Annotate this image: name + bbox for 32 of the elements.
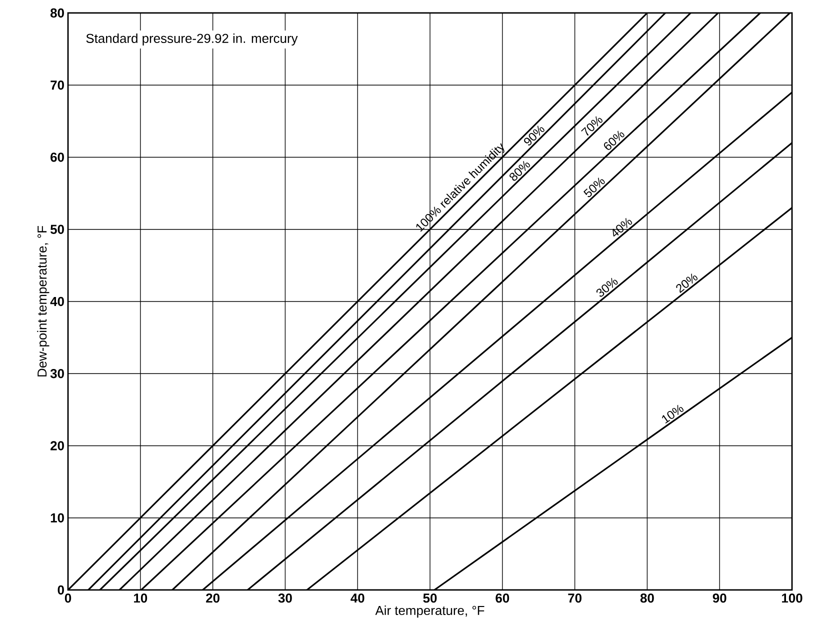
x-tick-label: 80 <box>640 594 654 603</box>
y-tick-label: 50 <box>50 224 64 234</box>
annotation: 10% <box>662 404 684 424</box>
x-axis-title: Air temperature, °F <box>375 606 484 618</box>
x-tick-label: 40 <box>350 594 364 603</box>
x-tick-label: 50 <box>423 594 437 603</box>
annotation: 50% <box>584 177 605 198</box>
annotation: 20% <box>676 273 698 293</box>
annotation: 40% <box>612 218 632 237</box>
y-tick-label: 0 <box>58 585 64 595</box>
annotation: 60% <box>604 130 624 150</box>
annotation: 30% <box>596 278 618 297</box>
y-axis-title: Dew-point temperature, °F <box>37 226 50 376</box>
annotation: 90% <box>524 126 544 146</box>
annotation: 80% <box>510 160 530 181</box>
y-tick-label: 20 <box>50 441 64 450</box>
x-tick-label: 10 <box>134 594 148 603</box>
x-tick-label: 20 <box>206 594 220 603</box>
y-tick-label: 30 <box>50 369 64 378</box>
x-tick-label: 90 <box>712 594 726 603</box>
x-tick-label: 100 <box>782 594 802 603</box>
annotation: 70% <box>581 116 602 136</box>
annotation: Standard pressure-29.92 in. mercury <box>86 33 298 46</box>
y-tick-label: 10 <box>50 513 64 522</box>
x-tick-label: 60 <box>496 594 510 603</box>
x-tick-label: 30 <box>278 594 292 603</box>
x-tick-label: 0 <box>64 594 72 603</box>
y-tick-label: 60 <box>50 152 64 162</box>
y-tick-label: 40 <box>50 296 64 306</box>
y-tick-label: 80 <box>50 8 64 18</box>
x-tick-label: 70 <box>568 594 582 603</box>
y-tick-label: 70 <box>50 80 64 90</box>
